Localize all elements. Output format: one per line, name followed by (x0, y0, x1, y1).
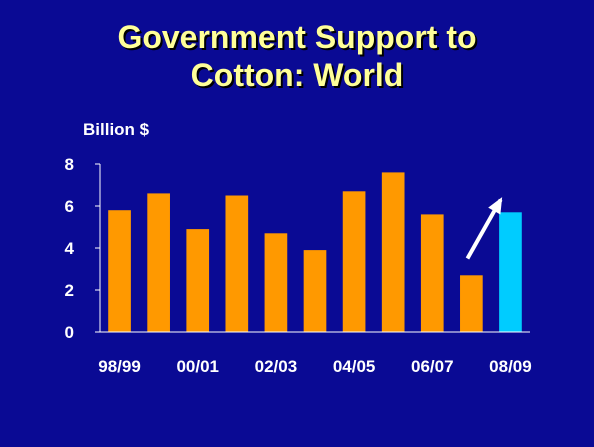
bar-04-05 (342, 191, 366, 332)
x-tick-label: 02/03 (255, 357, 298, 376)
bar-07-08 (460, 275, 483, 332)
arrow-head (488, 197, 503, 215)
y-tick-label: 0 (65, 323, 74, 342)
bar-03-04 (303, 250, 327, 332)
x-tick-label: 00/01 (176, 357, 219, 376)
bar-06-07 (420, 214, 444, 332)
y-tick-label: 6 (65, 197, 74, 216)
bar-08-09 (499, 212, 522, 332)
y-axis-label: Billion $ (83, 120, 150, 139)
x-tick-label: 06/07 (411, 357, 454, 376)
bar-00-01 (186, 229, 210, 332)
bar-99-00 (147, 193, 170, 332)
y-tick-label: 8 (65, 155, 74, 174)
bar-02-03 (264, 233, 288, 332)
slide-title: Government Support to Cotton: World (0, 18, 594, 94)
bar-01-02 (225, 195, 249, 332)
bars-group (108, 172, 522, 332)
bar-98-99 (108, 210, 131, 332)
title-line-2: Cotton: World (190, 57, 404, 93)
x-tick-label: 04/05 (333, 357, 376, 376)
y-ticks-group: 0 2 4 6 8 (65, 155, 100, 342)
y-tick-label: 2 (65, 281, 74, 300)
y-tick-label: 4 (65, 239, 75, 258)
x-tick-label: 08/09 (489, 357, 532, 376)
title-line-1: Government Support to (117, 19, 477, 55)
bar-05-06 (381, 172, 405, 332)
x-ticks-group: 98/99 00/01 02/03 04/05 06/07 08/09 (98, 357, 531, 376)
x-tick-label: 98/99 (98, 357, 141, 376)
annotation-group (465, 197, 503, 260)
